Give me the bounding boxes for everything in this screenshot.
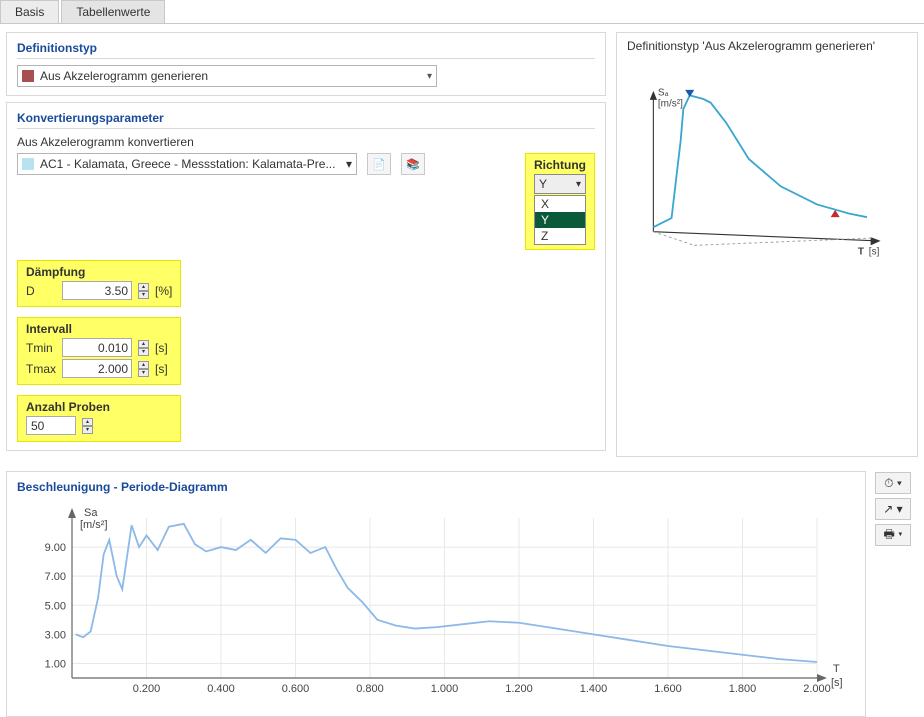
interval-title: Intervall	[26, 322, 172, 336]
chart-title: Beschleunigung - Periode-Diagramm	[17, 480, 855, 494]
tmin-spinner[interactable]: ▴▾	[138, 340, 149, 356]
accel-value: AC1 - Kalamata, Greece - Messstation: Ka…	[40, 157, 346, 171]
definitionstyp-value: Aus Akzelerogramm generieren	[40, 69, 208, 83]
svg-text:[s]: [s]	[869, 246, 880, 257]
svg-text:Sₐ: Sₐ	[658, 87, 669, 98]
svg-text:1.600: 1.600	[654, 683, 682, 695]
direction-group: Richtung Y ▾ XYZ	[525, 153, 595, 250]
tmax-label: Tmax	[26, 362, 56, 376]
svg-text:[m/s²]: [m/s²]	[80, 519, 108, 531]
definitionstyp-sketch: Sₐ[m/s²] T [s]	[627, 59, 907, 259]
damping-D-input[interactable]: 3.50	[62, 281, 132, 300]
direction-selected: Y	[539, 177, 547, 191]
accel-convert-label: Aus Akzelerogramm konvertieren	[17, 135, 595, 149]
tmin-label: Tmin	[26, 341, 56, 355]
tmin-unit: [s]	[155, 341, 168, 355]
svg-text:1.000: 1.000	[431, 683, 459, 695]
svg-text:0.400: 0.400	[207, 683, 235, 695]
tmax-spinner[interactable]: ▴▾	[138, 361, 149, 377]
tab-basis[interactable]: Basis	[0, 0, 59, 23]
svg-text:[m/s²]: [m/s²]	[658, 98, 683, 109]
svg-text:1.800: 1.800	[729, 683, 757, 695]
svg-text:0.600: 0.600	[282, 683, 310, 695]
svg-text:[s]: [s]	[831, 677, 843, 689]
acceleration-period-chart: 0.200 0.400 0.600 0.800 1.000 1.200 1.400 1.600…	[17, 498, 857, 708]
svg-text:T: T	[858, 246, 864, 257]
svg-text:3.00: 3.00	[45, 629, 66, 641]
damping-title: Dämpfung	[26, 265, 172, 279]
tmin-input[interactable]: 0.010	[62, 338, 132, 357]
clock-tool-button[interactable]: ⏱ ▾	[875, 472, 911, 494]
accelerogram-dropdown[interactable]: AC1 - Kalamata, Greece - Messstation: Ka…	[17, 153, 357, 175]
chevron-down-icon: ▾	[427, 71, 432, 82]
direction-option-Z[interactable]: Z	[535, 228, 585, 244]
preview-title: Definitionstyp 'Aus Akzelerogramm generi…	[627, 39, 907, 53]
damping-D-spinner[interactable]: ▴▾	[138, 283, 149, 299]
svg-text:1.00: 1.00	[45, 658, 66, 670]
direction-list: XYZ	[534, 195, 586, 245]
svg-text:2.000: 2.000	[803, 683, 831, 695]
svg-text:Sa: Sa	[84, 507, 98, 519]
damping-D-label: D	[26, 284, 56, 298]
svg-text:T: T	[833, 663, 840, 675]
chevron-down-icon: ▾	[576, 179, 581, 190]
svg-text:1.200: 1.200	[505, 683, 533, 695]
konvertierung-title: Konvertierungsparameter	[17, 111, 595, 129]
svg-text:1.400: 1.400	[580, 683, 608, 695]
print-tool-button[interactable]: 🖶 ▾	[875, 524, 911, 546]
samples-input[interactable]: 50	[26, 416, 76, 435]
tab-tabellenwerte[interactable]: Tabellenwerte	[61, 0, 165, 23]
axes-tool-button[interactable]: ↗ ▾	[875, 498, 911, 520]
library-button[interactable]: 📚	[401, 153, 425, 175]
damping-D-unit: [%]	[155, 284, 172, 298]
samples-title: Anzahl Proben	[26, 400, 172, 414]
direction-option-X[interactable]: X	[535, 196, 585, 212]
definitionstyp-title: Definitionstyp	[17, 41, 595, 59]
definitionstyp-swatch	[22, 70, 34, 82]
svg-text:5.00: 5.00	[45, 600, 66, 612]
samples-spinner[interactable]: ▴▾	[82, 418, 93, 434]
tmax-unit: [s]	[155, 362, 168, 376]
svg-text:9.00: 9.00	[45, 542, 66, 554]
tmax-input[interactable]: 2.000	[62, 359, 132, 378]
direction-dropdown[interactable]: Y ▾	[534, 174, 586, 194]
chevron-down-icon: ▾	[346, 157, 352, 171]
svg-text:7.00: 7.00	[45, 571, 66, 583]
definitionstyp-dropdown[interactable]: Aus Akzelerogramm generieren ▾	[17, 65, 437, 87]
new-item-button[interactable]: 📄	[367, 153, 391, 175]
accel-swatch	[22, 158, 34, 170]
svg-text:0.200: 0.200	[133, 683, 161, 695]
direction-option-Y[interactable]: Y	[535, 212, 585, 228]
svg-text:0.800: 0.800	[356, 683, 384, 695]
direction-title: Richtung	[534, 158, 586, 172]
